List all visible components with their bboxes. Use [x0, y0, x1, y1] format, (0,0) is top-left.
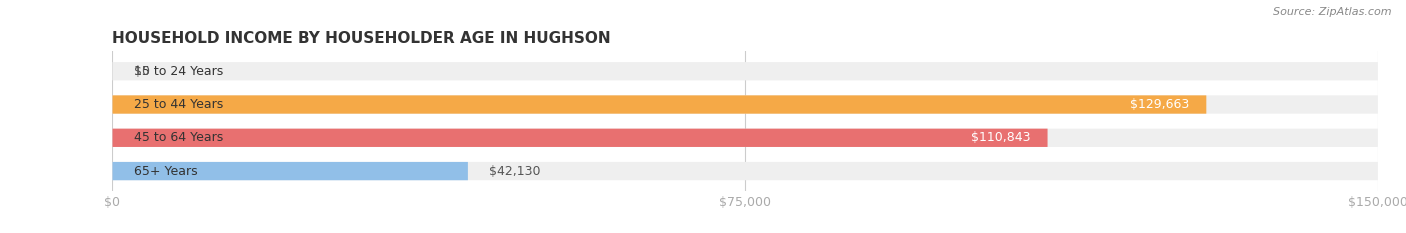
- Text: 45 to 64 Years: 45 to 64 Years: [134, 131, 222, 144]
- Text: $129,663: $129,663: [1130, 98, 1189, 111]
- Text: Source: ZipAtlas.com: Source: ZipAtlas.com: [1274, 7, 1392, 17]
- Text: 15 to 24 Years: 15 to 24 Years: [134, 65, 222, 78]
- FancyBboxPatch shape: [112, 162, 1378, 180]
- Text: 65+ Years: 65+ Years: [134, 164, 197, 178]
- FancyBboxPatch shape: [112, 129, 1047, 147]
- FancyBboxPatch shape: [112, 95, 1378, 114]
- FancyBboxPatch shape: [112, 129, 1378, 147]
- Text: $0: $0: [134, 65, 149, 78]
- Text: HOUSEHOLD INCOME BY HOUSEHOLDER AGE IN HUGHSON: HOUSEHOLD INCOME BY HOUSEHOLDER AGE IN H…: [112, 31, 612, 46]
- FancyBboxPatch shape: [112, 95, 1206, 114]
- FancyBboxPatch shape: [112, 62, 1378, 80]
- Text: $42,130: $42,130: [489, 164, 540, 178]
- Text: 25 to 44 Years: 25 to 44 Years: [134, 98, 222, 111]
- Text: $110,843: $110,843: [972, 131, 1031, 144]
- FancyBboxPatch shape: [112, 162, 468, 180]
